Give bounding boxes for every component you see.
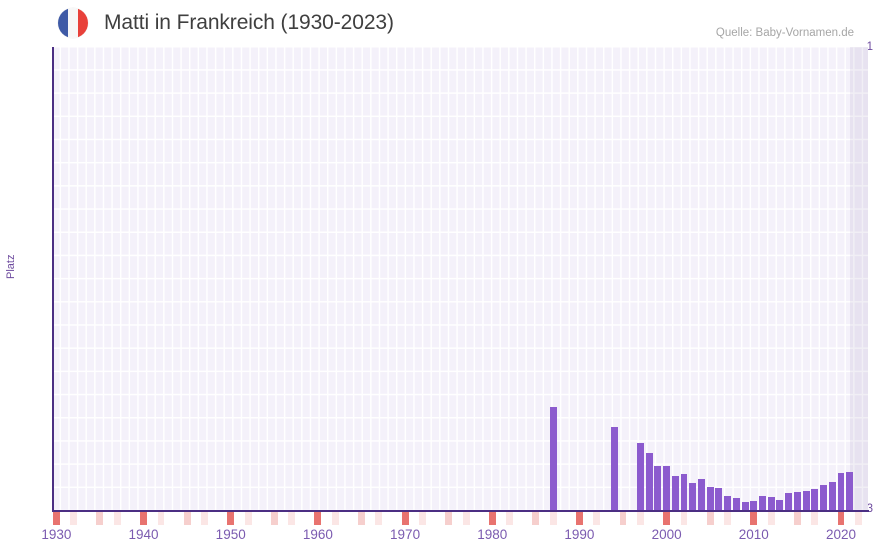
x-axis-tick-mark: [793, 512, 801, 525]
bar-series: [52, 47, 868, 511]
source-attribution: Quelle: Baby-Vornamen.de: [715, 27, 854, 39]
x-axis-tick-mark: [767, 512, 775, 525]
x-axis-tick-mark: [52, 512, 60, 525]
bar: [785, 493, 793, 511]
bar: [654, 466, 662, 511]
x-axis-tick-label: 1970: [390, 527, 421, 542]
x-axis-tick-strip: [52, 512, 869, 525]
x-axis-tick-mark: [619, 512, 627, 525]
x-axis-tick-mark: [201, 512, 208, 525]
x-axis-tick-label: 1940: [128, 527, 159, 542]
bar: [820, 485, 827, 511]
x-axis-tick-mark: [288, 512, 296, 525]
x-axis-tick-mark: [419, 512, 426, 525]
x-axis-line: [52, 510, 869, 512]
bar: [637, 443, 644, 511]
bar: [698, 479, 705, 511]
bar: [793, 492, 801, 511]
bar: [802, 491, 810, 511]
bar: [715, 488, 723, 511]
x-axis-tick-mark: [706, 512, 714, 525]
x-axis-tick-mark: [113, 512, 121, 525]
bar: [759, 496, 766, 511]
x-axis-tick-label: 2010: [738, 527, 769, 542]
bar: [732, 498, 740, 511]
bar: [680, 474, 688, 511]
y-axis-line: [52, 47, 54, 511]
y-axis-title: Platz: [5, 254, 17, 279]
x-axis-tick-mark: [70, 512, 78, 525]
x-axis-tick-mark: [549, 512, 557, 525]
flag-stripe-white: [67, 8, 78, 38]
x-axis-tick-mark: [227, 512, 235, 525]
x-axis-tick-mark: [575, 512, 583, 525]
bar: [724, 496, 732, 511]
x-axis-tick-mark: [358, 512, 365, 525]
bar: [828, 482, 836, 511]
bar: [689, 483, 697, 511]
x-axis-tick-mark: [593, 512, 601, 525]
x-axis-tick-mark: [680, 512, 688, 525]
x-axis-tick-label: 1980: [477, 527, 508, 542]
bar: [706, 487, 714, 511]
x-axis-tick-mark: [637, 512, 644, 525]
x-axis-tick-mark: [375, 512, 383, 525]
x-axis-tick-mark: [854, 512, 862, 525]
plot-area: [52, 47, 868, 511]
x-axis-tick-label: 2000: [651, 527, 682, 542]
x-axis-tick-mark: [837, 512, 845, 525]
x-axis-tick-label: 1990: [564, 527, 595, 542]
x-axis-tick-mark: [244, 512, 252, 525]
x-axis-tick-mark: [401, 512, 409, 525]
bar: [750, 501, 758, 511]
x-axis-tick-mark: [331, 512, 339, 525]
x-axis-tick-mark: [183, 512, 191, 525]
x-axis-tick-mark: [663, 512, 671, 525]
x-axis-tick-label: 2020: [825, 527, 856, 542]
bar: [811, 489, 819, 511]
chart-header: Matti in Frankreich (1930-2023) Quelle: …: [0, 0, 873, 46]
x-axis-tick-mark: [724, 512, 732, 525]
x-axis-tick-mark: [157, 512, 165, 525]
x-axis-tick-label: 1930: [41, 527, 72, 542]
x-axis-tick-mark: [506, 512, 514, 525]
x-axis-tick-mark: [270, 512, 278, 525]
x-axis-tick-mark: [445, 512, 453, 525]
france-flag-icon: [58, 8, 88, 38]
bar: [837, 473, 845, 511]
bar: [846, 472, 854, 511]
bar: [663, 466, 671, 511]
bar: [645, 453, 653, 511]
bar: [776, 500, 784, 511]
x-axis-tick-mark: [750, 512, 758, 525]
bar: [549, 407, 557, 511]
x-axis-tick-mark: [532, 512, 540, 525]
page-title: Matti in Frankreich (1930-2023): [104, 11, 394, 34]
bar: [767, 497, 775, 511]
flag-stripe-red: [77, 8, 88, 38]
x-axis-tick-mark: [96, 512, 104, 525]
x-axis-tick-mark: [811, 512, 819, 525]
y-axis-tick-top: 1: [866, 41, 873, 53]
x-axis-tick-label: 1960: [302, 527, 333, 542]
bar: [671, 476, 679, 511]
bar: [610, 427, 618, 511]
x-axis-tick-label: 1950: [215, 527, 246, 542]
x-axis-tick-mark: [488, 512, 496, 525]
x-axis-tick-mark: [314, 512, 322, 525]
x-axis-tick-mark: [140, 512, 147, 525]
x-axis-tick-mark: [462, 512, 470, 525]
bar: [741, 502, 749, 511]
flag-stripe-blue: [58, 8, 68, 38]
